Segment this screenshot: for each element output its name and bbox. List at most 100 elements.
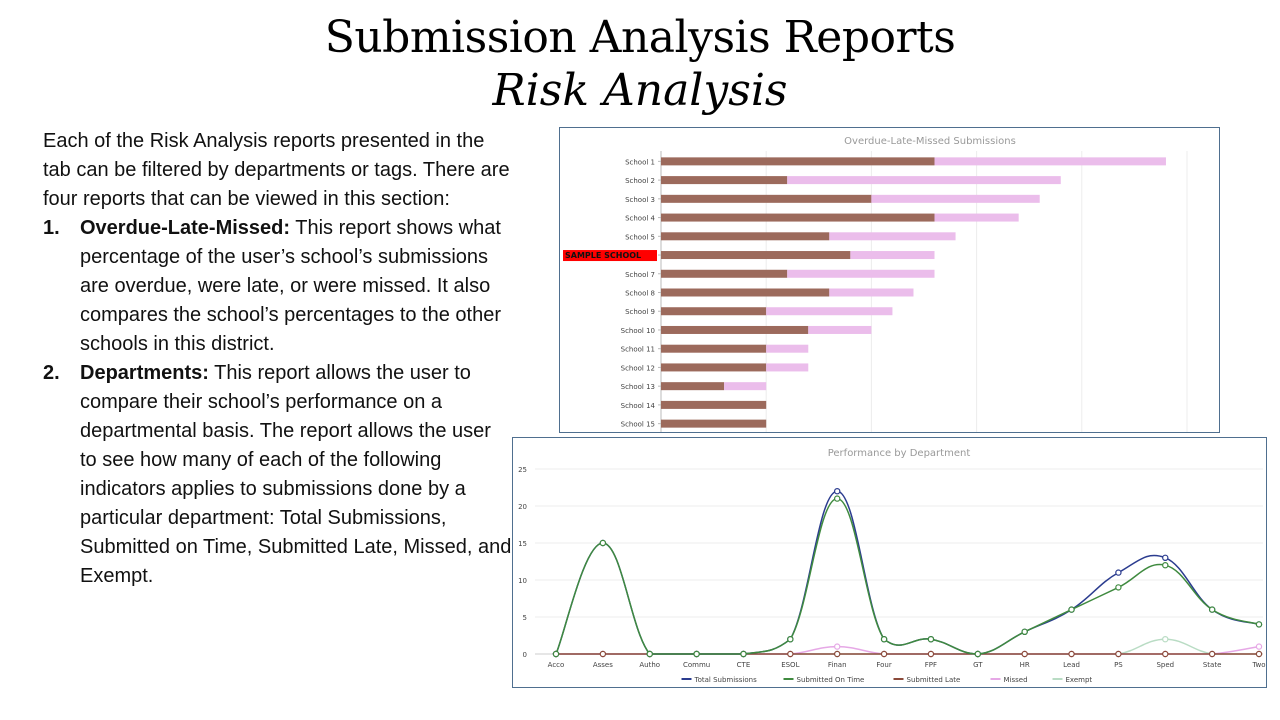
data-point bbox=[880, 635, 888, 643]
y-tick-label: 20 bbox=[518, 503, 527, 511]
data-point bbox=[1162, 635, 1169, 643]
overdue-bar bbox=[766, 344, 809, 353]
late-bar bbox=[661, 307, 767, 316]
overdue-bar bbox=[934, 213, 1019, 222]
y-tick-label: 25 bbox=[518, 466, 527, 474]
data-point bbox=[1021, 628, 1028, 635]
category-label: School 4 bbox=[625, 215, 655, 223]
performance-by-department-chart: Performance by Department 0 5 10 15 20 25 Acco… bbox=[512, 437, 1267, 688]
y-tick-label: 15 bbox=[518, 540, 527, 548]
legend-label: Missed bbox=[1004, 676, 1028, 684]
category-label: School 13 bbox=[621, 383, 655, 391]
late-bar bbox=[661, 176, 788, 185]
y-tick-label: 0 bbox=[523, 651, 527, 659]
overdue-bar bbox=[787, 269, 935, 278]
category-label: School 9 bbox=[625, 308, 655, 316]
list-item: 1. Overdue-Late-Missed: This report show… bbox=[43, 214, 513, 359]
category-label: School 11 bbox=[621, 346, 655, 354]
x-tick-label: Finan bbox=[828, 661, 847, 669]
data-point bbox=[927, 650, 935, 658]
data-point bbox=[1255, 621, 1263, 628]
list-term: Departments: bbox=[80, 362, 209, 384]
data-point bbox=[1115, 650, 1122, 658]
data-point bbox=[1115, 569, 1122, 576]
legend-label: Exempt bbox=[1066, 676, 1093, 684]
late-bar bbox=[661, 157, 935, 166]
data-point bbox=[1208, 650, 1216, 658]
description-text: Each of the Risk Analysis reports presen… bbox=[43, 127, 513, 591]
category-label: School 1 bbox=[625, 158, 655, 166]
x-tick-label: Two bbox=[1251, 661, 1265, 669]
late-bar bbox=[661, 382, 725, 391]
list-text: This report allows the user to compare t… bbox=[80, 362, 512, 587]
list-text: This report shows what percentage of the… bbox=[80, 217, 501, 355]
data-point bbox=[974, 650, 981, 658]
series-line bbox=[555, 638, 1259, 655]
x-tick-label: FPF bbox=[925, 661, 937, 669]
late-bar bbox=[661, 325, 809, 334]
legend-label: Submitted Late bbox=[907, 676, 961, 684]
overdue-bar bbox=[934, 157, 1166, 166]
category-label: School 14 bbox=[621, 402, 656, 410]
overdue-late-missed-chart: Overdue-Late-Missed Submissions School 1… bbox=[559, 127, 1220, 433]
data-point bbox=[599, 650, 607, 658]
x-tick-label: Asses bbox=[593, 661, 613, 669]
late-bar bbox=[661, 419, 767, 428]
data-point bbox=[927, 635, 935, 643]
highlight-label-bg bbox=[563, 250, 657, 262]
x-tick-label: ESOL bbox=[781, 661, 799, 669]
late-bar bbox=[661, 363, 767, 372]
late-bar bbox=[661, 251, 851, 260]
list-item: 2. Departments: This report allows the u… bbox=[43, 359, 513, 591]
series-line bbox=[555, 645, 1260, 655]
late-bar bbox=[661, 344, 767, 353]
late-bar bbox=[661, 400, 767, 409]
late-bar bbox=[661, 269, 788, 278]
late-bar bbox=[661, 232, 830, 241]
data-point bbox=[740, 650, 747, 658]
report-list: 1. Overdue-Late-Missed: This report show… bbox=[43, 214, 513, 591]
late-bar bbox=[661, 213, 935, 222]
overdue-bar bbox=[850, 251, 935, 260]
data-point bbox=[787, 650, 794, 658]
category-label: School 3 bbox=[625, 196, 655, 204]
data-point bbox=[834, 643, 841, 650]
data-point bbox=[834, 488, 841, 495]
data-point bbox=[1068, 606, 1075, 613]
list-number: 2. bbox=[43, 362, 60, 384]
data-point bbox=[1208, 606, 1216, 613]
late-bar bbox=[661, 194, 872, 203]
category-label: School 12 bbox=[621, 364, 655, 372]
list-number: 1. bbox=[43, 217, 60, 239]
intro-paragraph: Each of the Risk Analysis reports presen… bbox=[43, 130, 510, 210]
x-tick-label: Acco bbox=[548, 661, 565, 669]
list-term: Overdue-Late-Missed: bbox=[80, 217, 291, 239]
category-label: SAMPLE SCHOOL bbox=[565, 251, 641, 260]
overdue-bar bbox=[787, 176, 1061, 185]
y-tick-label: 5 bbox=[523, 614, 527, 622]
category-label: School 7 bbox=[625, 271, 655, 279]
data-point bbox=[1021, 650, 1028, 658]
data-point bbox=[834, 650, 841, 658]
chart-title: Overdue-Late-Missed Submissions bbox=[844, 136, 1016, 147]
category-label: School 10 bbox=[621, 327, 655, 335]
data-point bbox=[1115, 584, 1122, 591]
data-point bbox=[599, 539, 607, 547]
x-tick-label: Lead bbox=[1063, 661, 1080, 669]
overdue-bar bbox=[766, 307, 893, 316]
line-chart-svg: Performance by Department 0 5 10 15 20 25 Acco… bbox=[518, 448, 1265, 684]
data-point bbox=[552, 650, 560, 658]
x-tick-label: State bbox=[1203, 661, 1222, 669]
overdue-bar bbox=[766, 363, 809, 372]
data-point bbox=[1162, 561, 1169, 569]
data-point bbox=[1255, 650, 1263, 658]
category-label: School 5 bbox=[625, 233, 655, 241]
data-point bbox=[646, 650, 653, 658]
legend-label: Total Submissions bbox=[694, 676, 758, 684]
data-point bbox=[1255, 643, 1263, 650]
x-tick-label: Commu bbox=[683, 661, 710, 669]
x-tick-label: GT bbox=[973, 661, 983, 669]
bar-chart-svg: Overdue-Late-Missed Submissions School 1… bbox=[563, 136, 1188, 432]
x-tick-label: Four bbox=[876, 661, 891, 669]
data-point bbox=[693, 650, 700, 658]
